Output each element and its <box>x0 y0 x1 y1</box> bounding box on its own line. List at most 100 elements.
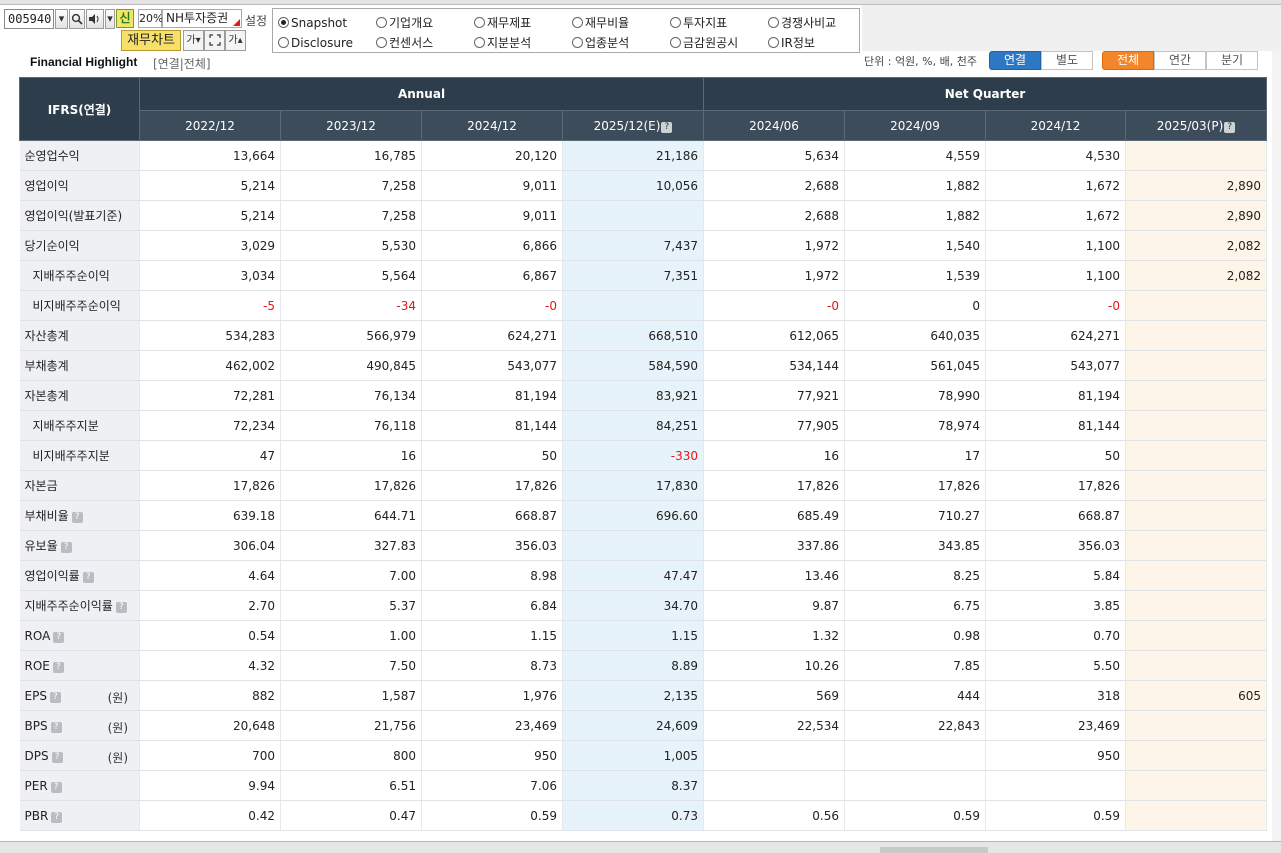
help-icon[interactable]: ? <box>71 512 83 523</box>
table-cell: 50 <box>985 440 1127 471</box>
row-label[interactable]: 지배주주지분 <box>19 410 140 441</box>
financial-highlight-subtitle: [연결|전체] <box>153 57 211 71</box>
radio-consensus[interactable]: 컨센서스 <box>376 35 433 51</box>
help-icon[interactable]: ? <box>1224 121 1236 133</box>
row-label[interactable]: EPS? (원) <box>19 680 140 711</box>
speaker-icon[interactable] <box>86 9 104 29</box>
row-label[interactable]: 자산총계 <box>19 320 140 351</box>
radio-fss-disclosure[interactable]: 금감원공시 <box>670 35 738 51</box>
help-icon[interactable]: ? <box>51 811 63 823</box>
help-icon[interactable]: ? <box>115 602 127 613</box>
help-icon[interactable]: ? <box>82 572 94 583</box>
toggle-all[interactable]: 전체 <box>1102 51 1154 70</box>
unit-label: 단위 : 억원, %, 배, 천주 <box>864 55 977 68</box>
radio-financial-statements[interactable]: 재무제표 <box>474 15 531 31</box>
table-cell: 22,843 <box>844 710 987 741</box>
zoom-value[interactable]: 20% <box>138 9 163 28</box>
table-cell: 7,258 <box>280 200 422 231</box>
radio-company-overview[interactable]: 기업개요 <box>376 15 433 31</box>
help-icon[interactable]: ? <box>661 121 673 133</box>
table-cell: 566,979 <box>280 320 422 351</box>
table-cell <box>844 770 987 801</box>
table-row: PBR? 0.42 0.47 0.59 0.73 0.56 0.59 0.59 <box>19 800 1268 831</box>
toggle-annual[interactable]: 연간 <box>1154 51 1206 70</box>
radio-snapshot[interactable]: Snapshot <box>278 15 347 31</box>
help-icon[interactable]: ? <box>49 691 61 703</box>
table-cell: 2.70 <box>139 590 281 621</box>
row-label[interactable]: 순영업수익 <box>19 140 140 171</box>
scrollbar-thumb[interactable] <box>880 847 988 853</box>
row-label[interactable]: ROA? <box>19 620 140 651</box>
table-cell: 700 <box>139 740 281 771</box>
row-label[interactable]: 비지배주주지분 <box>19 440 140 471</box>
code-dropdown-icon[interactable]: ▾ <box>55 9 68 29</box>
help-icon[interactable]: ? <box>51 751 63 763</box>
row-label[interactable]: PER? <box>19 770 140 801</box>
company-name-field[interactable]: NH투자증권 <box>162 9 242 28</box>
row-label[interactable]: 부채총계 <box>19 350 140 381</box>
row-label[interactable]: 자본금 <box>19 470 140 501</box>
table-cell: 1,005 <box>562 740 705 771</box>
row-label[interactable]: 영업이익(발표기준) <box>19 200 140 231</box>
toggle-quarterly[interactable]: 분기 <box>1206 51 1258 70</box>
table-cell: 685.49 <box>703 500 846 531</box>
radio-icon <box>670 37 681 48</box>
table-row: 자본총계 72,281 76,134 81,194 83,921 77,921 78,990… <box>19 380 1268 411</box>
help-icon[interactable]: ? <box>50 781 62 793</box>
speaker-dropdown-icon[interactable]: ▾ <box>105 9 115 29</box>
table-cell: 3,034 <box>139 260 281 291</box>
radio-ownership-analysis[interactable]: 지분분석 <box>474 35 531 51</box>
row-label[interactable]: PBR? <box>19 800 140 831</box>
table-cell <box>1125 290 1268 321</box>
row-label[interactable]: 비지배주주순이익 <box>19 290 140 321</box>
row-label[interactable]: 지배주주순이익 <box>19 260 140 291</box>
radio-disclosure[interactable]: Disclosure <box>278 35 353 51</box>
help-icon[interactable]: ? <box>50 721 62 733</box>
horizontal-scrollbar[interactable] <box>0 841 1281 853</box>
radio-selected-icon <box>278 17 289 28</box>
table-cell: 23,469 <box>421 710 563 741</box>
table-cell: 17,826 <box>985 470 1127 501</box>
radio-industry-analysis[interactable]: 업종분석 <box>572 35 629 51</box>
radio-label: 컨센서스 <box>389 36 434 50</box>
row-label[interactable]: 부채비율? <box>19 500 140 531</box>
row-label[interactable]: 영업이익 <box>19 170 140 201</box>
table-cell <box>1125 650 1268 681</box>
row-label[interactable]: BPS? (원) <box>19 710 140 741</box>
table-cell: 644.71 <box>280 500 422 531</box>
toggle-separate[interactable]: 별도 <box>1041 51 1093 70</box>
table-cell: 1,976 <box>421 680 563 711</box>
table-cell: 1,587 <box>280 680 422 711</box>
row-label[interactable]: ROE? <box>19 650 140 681</box>
table-cell: 16 <box>703 440 846 471</box>
row-label[interactable]: 자본총계 <box>19 380 140 411</box>
help-icon[interactable]: ? <box>52 661 64 673</box>
row-label[interactable]: 유보율? <box>19 530 140 561</box>
font-size-up-button[interactable]: 가▴ <box>225 30 246 51</box>
help-icon[interactable]: ? <box>60 542 72 553</box>
expand-icon[interactable] <box>204 30 225 51</box>
table-row: 영업이익 5,214 7,258 9,011 10,056 2,688 1,882 1,672… <box>19 170 1268 201</box>
toggle-consolidated[interactable]: 연결 <box>989 51 1041 70</box>
radio-financial-ratios[interactable]: 재무비율 <box>572 15 629 31</box>
settings-link[interactable]: 설정 <box>245 14 268 28</box>
help-icon[interactable]: ? <box>53 631 65 643</box>
row-label[interactable]: 영업이익률? <box>19 560 140 591</box>
table-cell <box>703 770 846 801</box>
row-label-text: BPS <box>24 718 48 733</box>
radio-competitor-comparison[interactable]: 경쟁사비교 <box>768 15 836 31</box>
search-icon[interactable] <box>69 9 85 29</box>
table-cell: 2,688 <box>703 200 846 231</box>
financial-chart-button[interactable]: 재무차트 <box>121 30 181 51</box>
stock-code-input[interactable]: 005940 <box>4 9 54 29</box>
row-label[interactable]: DPS? (원) <box>19 740 140 771</box>
table-cell: 10.26 <box>703 650 846 681</box>
font-size-down-button[interactable]: 가▾ <box>183 30 204 51</box>
row-label[interactable]: 당기순이익 <box>19 230 140 261</box>
row-label[interactable]: 지배주주순이익률? <box>19 590 140 621</box>
new-window-button[interactable]: 신 <box>116 9 134 28</box>
table-cell: 0.73 <box>562 800 705 831</box>
radio-ir-info[interactable]: IR정보 <box>768 35 815 51</box>
vertical-scrollbar[interactable] <box>1272 51 1281 841</box>
radio-investment-indicators[interactable]: 투자지표 <box>670 15 727 31</box>
